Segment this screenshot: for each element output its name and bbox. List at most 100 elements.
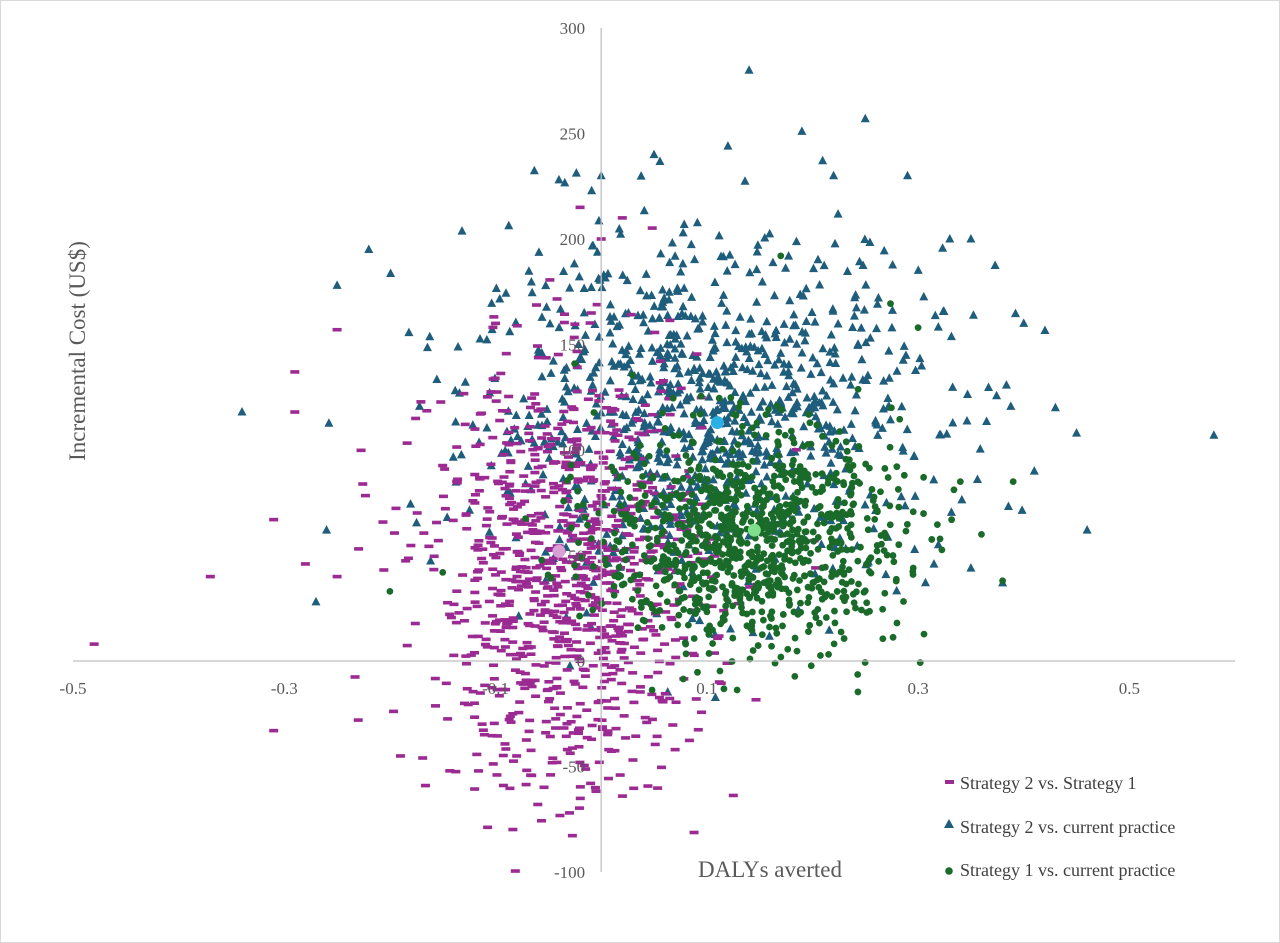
data-point (678, 227, 688, 237)
data-point (629, 371, 636, 379)
data-point (659, 409, 666, 417)
data-point (779, 367, 789, 376)
data-point (705, 593, 713, 601)
data-point (898, 446, 908, 455)
data-point (826, 528, 834, 536)
data-point (653, 786, 663, 790)
data-point (602, 555, 609, 563)
data-point (839, 557, 847, 565)
data-point (920, 630, 928, 638)
data-point (558, 412, 568, 422)
data-point (805, 411, 813, 418)
data-point (489, 721, 499, 726)
y-tick-label: 150 (560, 336, 586, 355)
data-point (523, 570, 533, 575)
data-point (797, 497, 804, 505)
data-point (736, 594, 744, 602)
data-point (784, 251, 794, 260)
data-point (575, 701, 585, 706)
data-point (745, 585, 755, 589)
data-point (807, 549, 814, 557)
data-point (570, 682, 580, 686)
data-point (686, 607, 694, 615)
data-point (697, 316, 707, 326)
data-point (842, 438, 850, 446)
data-point (744, 65, 754, 74)
data-point (707, 558, 715, 565)
data-point (559, 409, 569, 414)
data-point (580, 344, 590, 354)
data-point (758, 597, 766, 605)
data-point (552, 297, 562, 301)
data-point (1003, 501, 1013, 511)
data-point (797, 327, 807, 336)
data-point (788, 538, 796, 546)
data-point (561, 382, 571, 391)
data-point (656, 765, 666, 770)
data-point (568, 514, 578, 519)
data-point (751, 431, 758, 439)
data-point (813, 421, 821, 429)
data-point (574, 806, 584, 810)
data-point (752, 264, 762, 274)
data-point (483, 825, 493, 830)
data-point (735, 312, 745, 321)
data-point (628, 437, 638, 442)
data-point (588, 380, 598, 389)
data-point (572, 573, 580, 581)
data-point (600, 570, 610, 575)
data-point (498, 753, 508, 758)
data-point (809, 391, 819, 401)
data-point (666, 615, 676, 620)
data-point (758, 396, 768, 406)
data-point (634, 349, 644, 358)
data-point (722, 418, 732, 428)
data-point (892, 577, 900, 585)
data-point (860, 234, 870, 244)
data-point (456, 449, 466, 459)
data-point (730, 416, 740, 425)
data-point (658, 624, 666, 631)
data-point (521, 483, 531, 487)
data-point (679, 569, 687, 577)
data-point (610, 439, 620, 443)
data-point (488, 377, 498, 381)
data-point (581, 577, 591, 582)
data-point (691, 506, 699, 514)
data-point (738, 429, 745, 437)
data-point (579, 763, 589, 768)
data-point (743, 502, 751, 510)
data-point (592, 576, 602, 581)
data-point (698, 579, 706, 586)
data-point (706, 449, 716, 458)
data-point (513, 431, 523, 441)
data-point (825, 375, 835, 384)
data-point (861, 280, 871, 289)
data-point (581, 537, 591, 541)
data-point (605, 328, 615, 337)
data-point (896, 491, 906, 501)
data-point (807, 570, 814, 578)
data-point (820, 519, 828, 527)
data-point (575, 796, 585, 801)
x-tick-label: 0.3 (907, 679, 928, 698)
data-point (829, 551, 837, 559)
data-point (626, 494, 634, 501)
data-point (324, 418, 334, 427)
data-point (909, 568, 917, 575)
y-tick-label: 0 (577, 652, 586, 671)
data-point (667, 237, 677, 247)
data-point (791, 236, 801, 246)
data-point (627, 576, 635, 584)
data-point (687, 478, 695, 486)
data-point (567, 405, 577, 409)
data-point (634, 405, 644, 414)
data-point (664, 294, 674, 304)
data-point (586, 525, 596, 529)
data-point (829, 170, 839, 180)
data-point (530, 392, 540, 396)
data-point (528, 527, 538, 532)
data-point (655, 156, 665, 166)
data-point (553, 529, 563, 533)
data-point (608, 671, 618, 676)
